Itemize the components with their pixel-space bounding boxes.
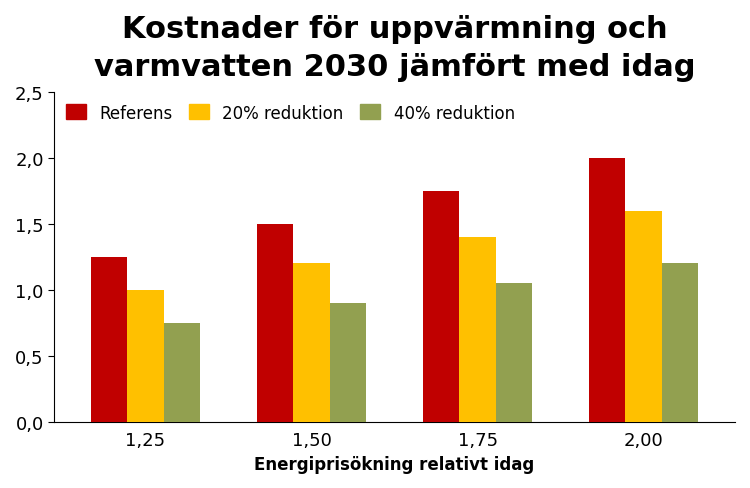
X-axis label: Energiprisökning relativt idag: Energiprisökning relativt idag — [254, 455, 535, 473]
Bar — [423, 191, 459, 422]
Bar — [626, 211, 662, 422]
Bar — [256, 224, 293, 422]
Bar — [128, 290, 164, 422]
Bar — [459, 238, 496, 422]
Title: Kostnader för uppvärmning och
varmvatten 2030 jämfört med idag: Kostnader för uppvärmning och varmvatten… — [94, 15, 695, 82]
Bar — [662, 264, 698, 422]
Bar — [91, 257, 128, 422]
Bar — [589, 159, 626, 422]
Bar — [496, 284, 532, 422]
Bar — [293, 264, 330, 422]
Bar — [164, 323, 200, 422]
Legend: Referens, 20% reduktion, 40% reduktion: Referens, 20% reduktion, 40% reduktion — [62, 101, 518, 125]
Bar — [330, 304, 366, 422]
